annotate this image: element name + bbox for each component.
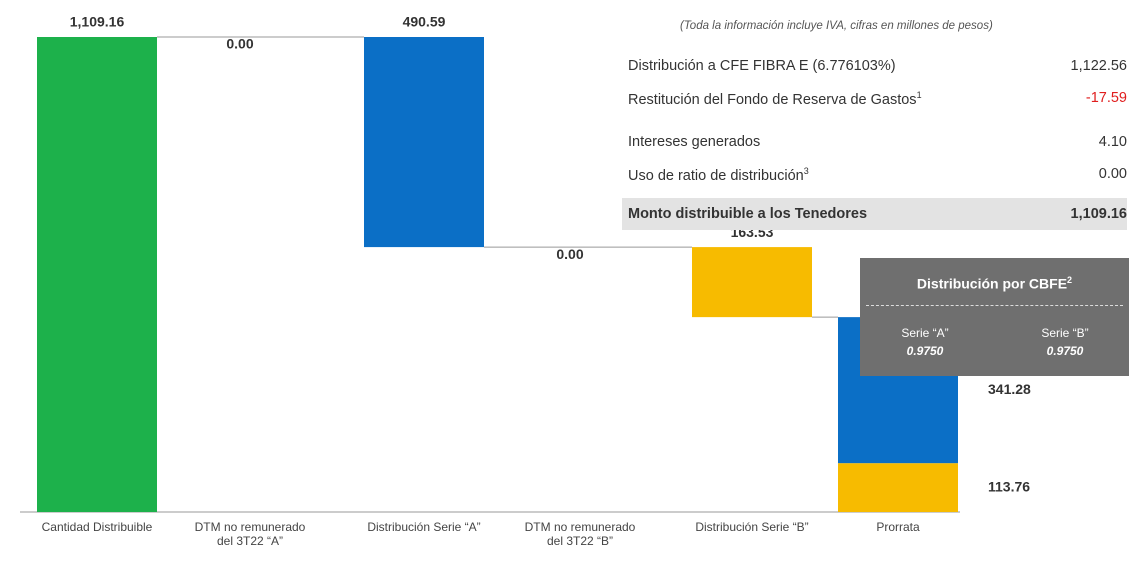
row-label: Intereses generados [628,134,760,150]
value-label: 1,109.16 [70,14,125,30]
summary-total: Monto distribuible a los Tenedores 1,109.… [622,198,1127,230]
cbfe-box: Distribución por CBFE2 Serie “A” 0.9750 … [860,258,1129,376]
row-value: 0.00 [1098,166,1127,182]
x-tick-label: DTM no remunerado del 3T22 “B” [524,520,636,548]
value-label: 0.00 [226,36,253,52]
bar [364,37,484,248]
value-label: 113.76 [988,478,1030,494]
row-text: Distribución a CFE FIBRA E (6.776103%) [628,58,896,74]
summary-row: Restitución del Fondo de Reserva de Gast… [622,82,1127,114]
bar [838,463,958,512]
row-label: Restitución del Fondo de Reserva de Gast… [628,90,922,108]
row-label: Distribución a CFE FIBRA E (6.776103%) [628,58,896,74]
row-value: 1,122.56 [1070,58,1127,74]
footnote-mark: 2 [1067,275,1073,285]
divider [866,305,1123,306]
footnote-mark: 1 [916,90,922,100]
row-value: 4.10 [1098,134,1127,150]
value-label: 490.59 [403,14,446,30]
x-tick-label: Distribución Serie “B” [695,520,809,534]
cbfe-col-value: 0.9750 [906,344,944,358]
value-label: 341.28 [988,381,1031,397]
cbfe-title-text: Distribución por CBFE [916,275,1068,292]
x-tick-label: Prorrata [876,520,920,534]
x-tick-label: DTM no remunerado del 3T22 “A” [194,520,306,548]
row-value: -17.59 [1085,90,1127,106]
cbfe-col-label: Serie “A” [901,326,949,340]
bar [692,247,812,318]
cbfe-title: Distribución por CBFE2 [860,275,1129,292]
total-value: 1,109.16 [1070,206,1127,222]
x-tick-label: Cantidad Distribuible [41,520,153,534]
bar [37,37,157,512]
note: (Toda la información incluye IVA, cifras… [680,20,993,32]
row-text: Uso de ratio de distribución [628,167,804,184]
summary-row: Distribución a CFE FIBRA E (6.776103%) 1,… [622,50,1127,82]
cbfe-col-value: 0.9750 [1046,344,1084,358]
x-tick-label: Distribución Serie “A” [367,520,481,534]
footnote-mark: 3 [803,166,809,176]
summary-row: Intereses generados 4.10 [622,126,1127,158]
row-text: Intereses generados [628,134,761,150]
total-label: Monto distribuible a los Tenedores [628,206,868,222]
row-text: Restitución del Fondo de Reserva de Gast… [628,91,917,108]
value-label: 0.00 [556,246,583,262]
cbfe-col-label: Serie “B” [1041,326,1089,340]
summary-row: Uso de ratio de distribución3 0.00 [622,158,1127,190]
row-label: Uso de ratio de distribución3 [628,166,809,184]
